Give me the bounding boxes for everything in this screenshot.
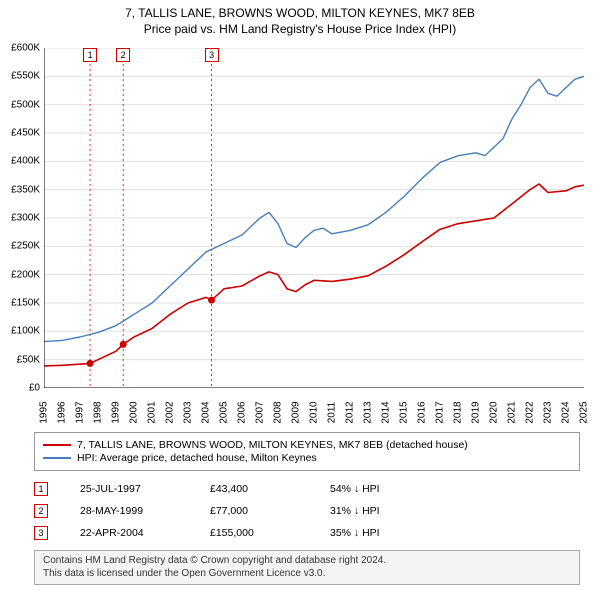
x-axis-label: 2016	[417, 399, 428, 427]
x-axis-label: 2019	[471, 399, 482, 427]
sale-delta: 54% ↓ HPI	[330, 483, 580, 495]
sale-date: 25-JUL-1997	[70, 483, 210, 495]
y-axis-label: £200K	[2, 269, 40, 280]
chart-title-block: 7, TALLIS LANE, BROWNS WOOD, MILTON KEYN…	[0, 0, 600, 36]
x-axis-label: 2018	[453, 399, 464, 427]
x-axis-label: 1996	[57, 399, 68, 427]
x-axis-label: 2015	[399, 399, 410, 427]
y-axis-label: £100K	[2, 326, 40, 337]
chart-area: £0£50K£100K£150K£200K£250K£300K£350K£400…	[44, 48, 584, 388]
y-axis-label: £600K	[2, 43, 40, 54]
chart-subtitle: Price paid vs. HM Land Registry's House …	[0, 22, 600, 36]
x-axis-label: 2009	[291, 399, 302, 427]
x-axis-label: 2005	[219, 399, 230, 427]
x-axis-label: 2007	[255, 399, 266, 427]
y-axis-label: £300K	[2, 213, 40, 224]
x-axis-label: 1999	[111, 399, 122, 427]
x-axis-label: 1995	[39, 399, 50, 427]
x-axis-label: 2010	[309, 399, 320, 427]
y-axis-label: £350K	[2, 184, 40, 195]
x-axis-label: 2023	[543, 399, 554, 427]
transaction-table: 1 25-JUL-1997 £43,400 54% ↓ HPI 2 28-MAY…	[34, 478, 580, 544]
x-axis-label: 2003	[183, 399, 194, 427]
sale-delta: 31% ↓ HPI	[330, 505, 580, 517]
y-axis-label: £250K	[2, 241, 40, 252]
x-axis-label: 2004	[201, 399, 212, 427]
sale-marker-icon: 3	[34, 526, 48, 540]
sale-price: £155,000	[210, 527, 330, 539]
sale-price: £77,000	[210, 505, 330, 517]
y-axis-label: £0	[2, 383, 40, 394]
chart-svg	[44, 48, 584, 388]
sale-date: 28-MAY-1999	[70, 505, 210, 517]
x-axis-label: 2011	[327, 399, 338, 427]
x-axis-label: 1997	[75, 399, 86, 427]
sale-delta: 35% ↓ HPI	[330, 527, 580, 539]
legend-label: 7, TALLIS LANE, BROWNS WOOD, MILTON KEYN…	[77, 439, 468, 451]
x-axis-label: 2021	[507, 399, 518, 427]
x-axis-label: 2014	[381, 399, 392, 427]
x-axis-label: 2001	[147, 399, 158, 427]
legend: 7, TALLIS LANE, BROWNS WOOD, MILTON KEYN…	[34, 432, 580, 471]
x-axis-label: 2025	[579, 399, 590, 427]
y-axis-label: £550K	[2, 71, 40, 82]
sale-marker-icon: 3	[205, 48, 219, 62]
sale-marker-icon: 2	[116, 48, 130, 62]
table-row: 1 25-JUL-1997 £43,400 54% ↓ HPI	[34, 478, 580, 500]
legend-item: 7, TALLIS LANE, BROWNS WOOD, MILTON KEYN…	[43, 439, 571, 451]
x-axis-label: 2000	[129, 399, 140, 427]
x-axis-label: 2002	[165, 399, 176, 427]
sale-date: 22-APR-2004	[70, 527, 210, 539]
x-axis-label: 1998	[93, 399, 104, 427]
table-row: 3 22-APR-2004 £155,000 35% ↓ HPI	[34, 522, 580, 544]
x-axis-label: 2024	[561, 399, 572, 427]
chart-title: 7, TALLIS LANE, BROWNS WOOD, MILTON KEYN…	[0, 6, 600, 20]
y-axis-label: £150K	[2, 298, 40, 309]
footer-attribution: Contains HM Land Registry data © Crown c…	[34, 550, 580, 585]
legend-label: HPI: Average price, detached house, Milt…	[77, 452, 317, 464]
sale-marker-icon: 1	[34, 482, 48, 496]
footer-line: Contains HM Land Registry data © Crown c…	[43, 555, 571, 568]
y-axis-label: £50K	[2, 354, 40, 365]
y-axis-label: £450K	[2, 128, 40, 139]
y-axis-label: £400K	[2, 156, 40, 167]
x-axis-label: 2017	[435, 399, 446, 427]
table-row: 2 28-MAY-1999 £77,000 31% ↓ HPI	[34, 500, 580, 522]
legend-item: HPI: Average price, detached house, Milt…	[43, 452, 571, 464]
x-axis-label: 2008	[273, 399, 284, 427]
x-axis-label: 2006	[237, 399, 248, 427]
legend-swatch	[43, 444, 71, 446]
x-axis-label: 2022	[525, 399, 536, 427]
x-axis-label: 2020	[489, 399, 500, 427]
sale-marker-icon: 1	[83, 48, 97, 62]
x-axis-label: 2012	[345, 399, 356, 427]
x-axis-label: 2013	[363, 399, 374, 427]
footer-line: This data is licensed under the Open Gov…	[43, 568, 571, 581]
sale-marker-icon: 2	[34, 504, 48, 518]
sale-price: £43,400	[210, 483, 330, 495]
legend-swatch	[43, 457, 71, 459]
y-axis-label: £500K	[2, 99, 40, 110]
